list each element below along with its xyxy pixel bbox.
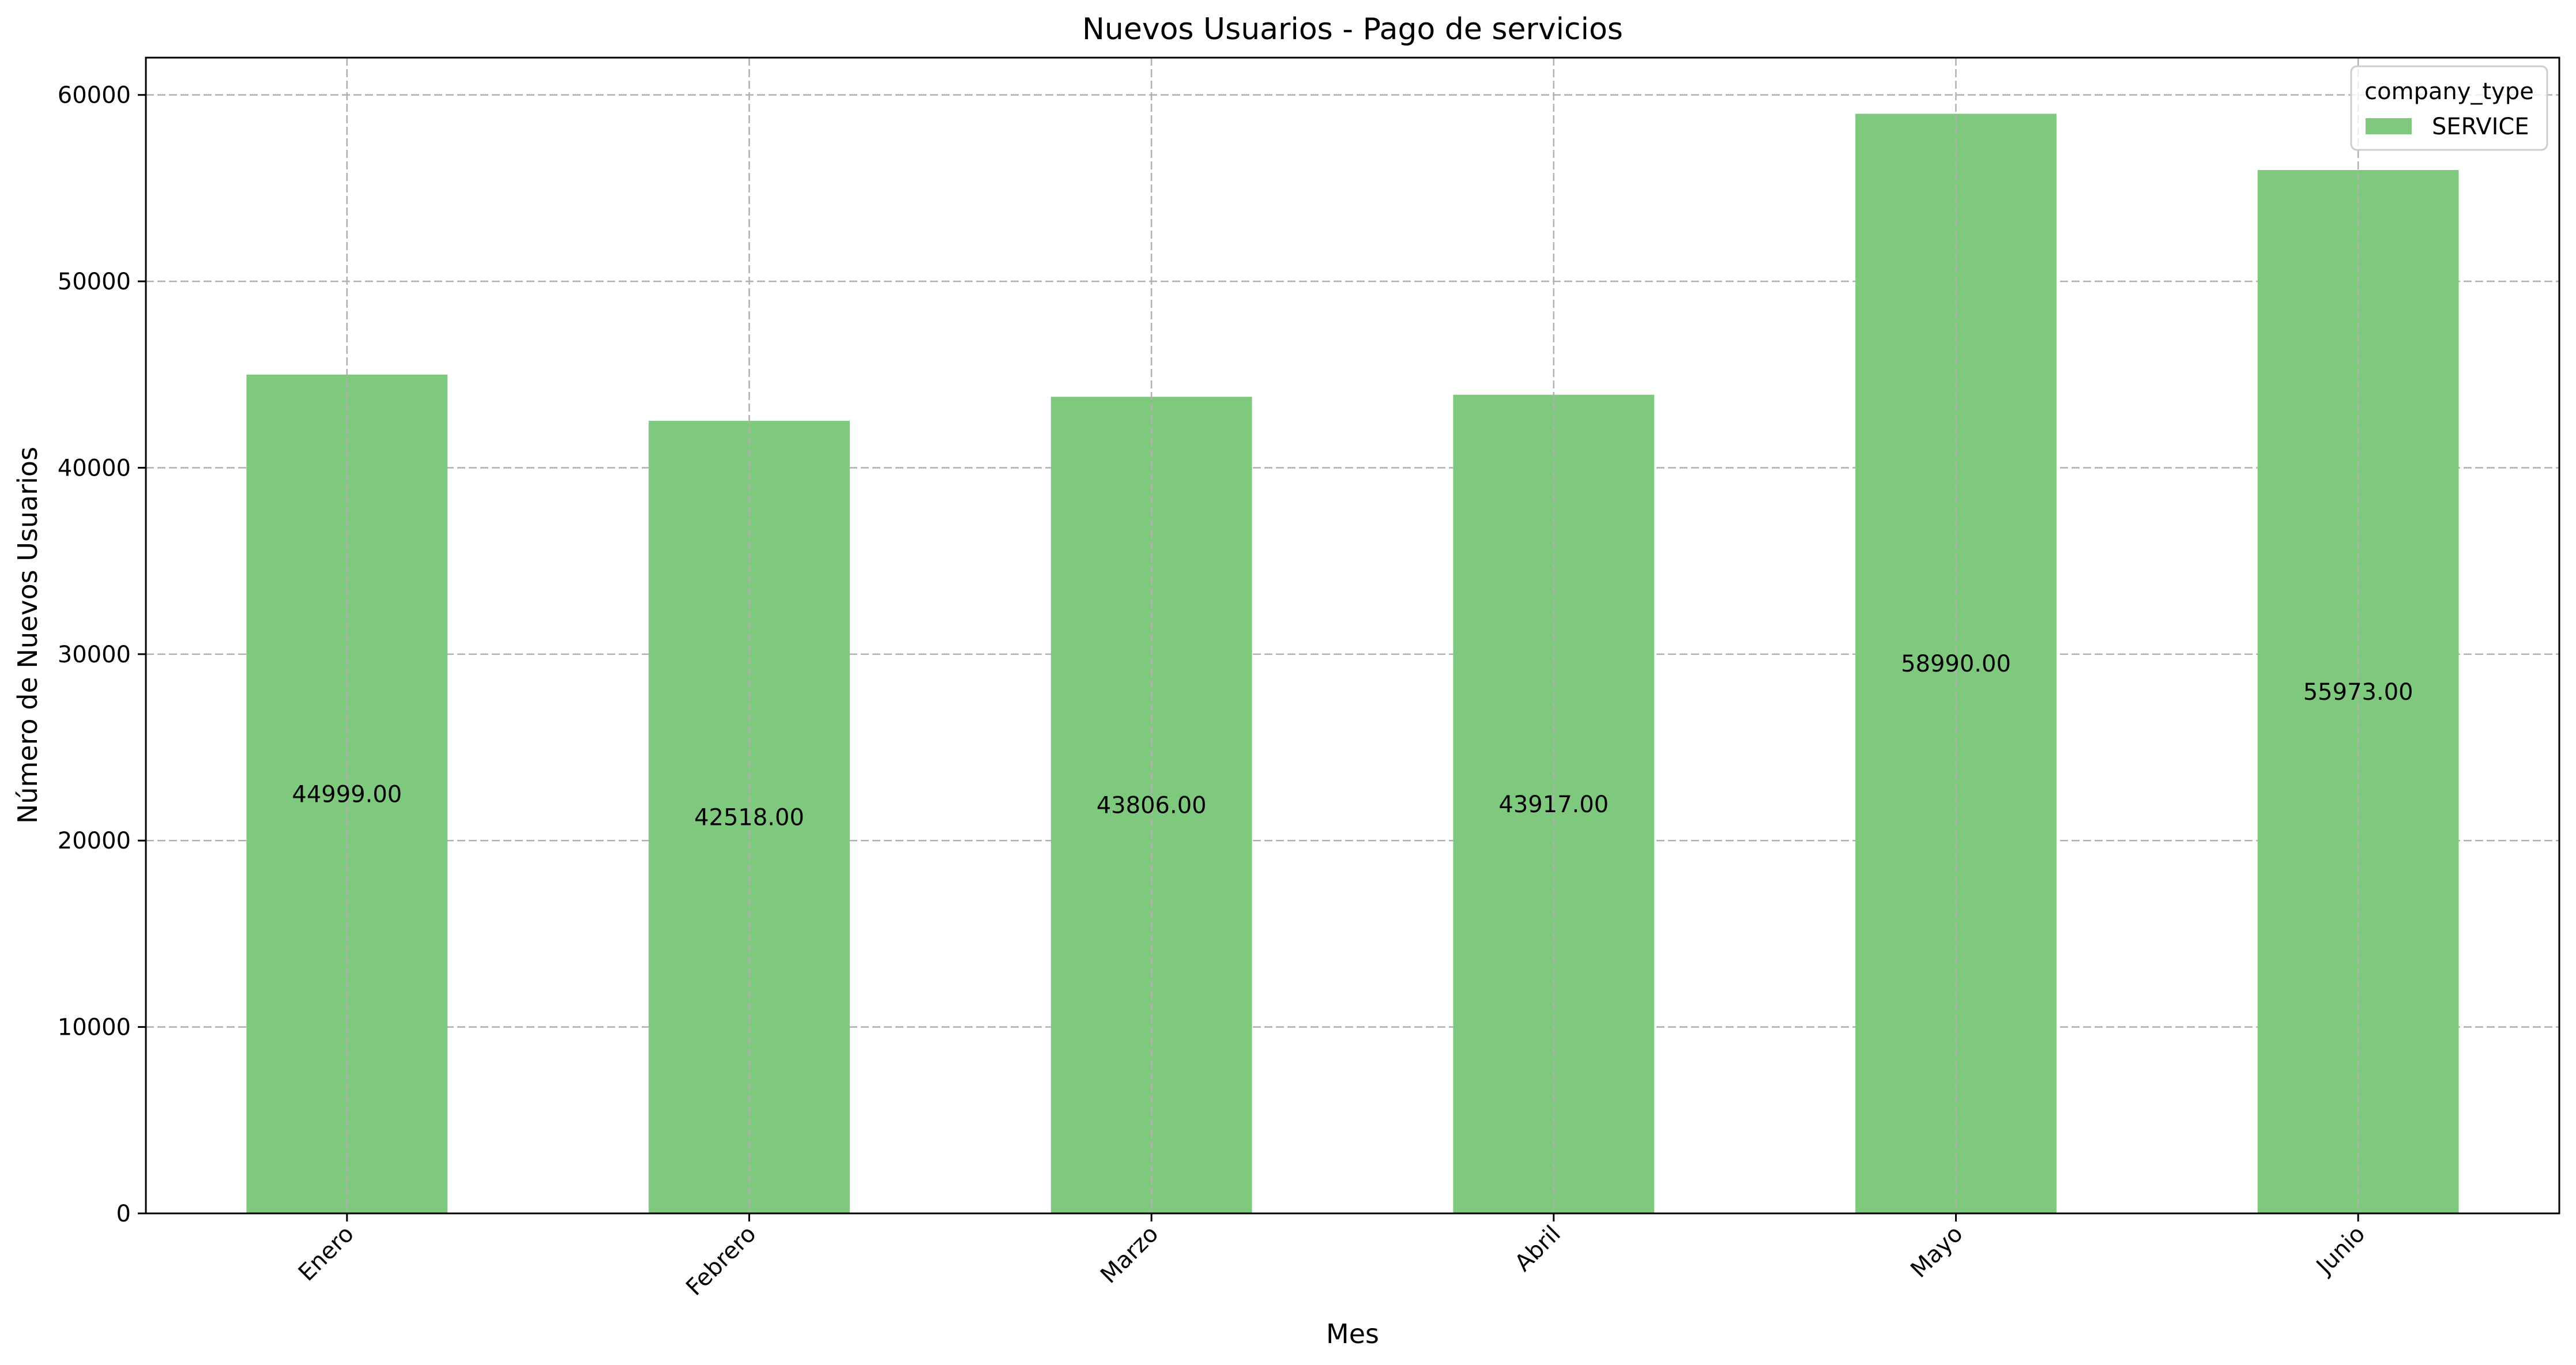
y-tick-label: 10000	[58, 1015, 131, 1041]
y-axis-title: Número de Nuevos Usuarios	[12, 447, 43, 824]
plot-frame	[145, 56, 2560, 1215]
bar-value-labels: 44999.00 42518.00 43806.00 43917.00 58990.00…	[292, 651, 2413, 831]
bar-value-label: 55973.00	[2303, 679, 2413, 706]
bar-value-label: 44999.00	[292, 781, 402, 808]
legend-label-service: SERVICE	[2432, 114, 2529, 140]
bar-value-label: 58990.00	[1901, 651, 2011, 677]
bar-febrero	[649, 421, 850, 1214]
legend-swatch-service	[2366, 118, 2412, 134]
y-tick-label: 20000	[58, 828, 131, 854]
y-axis: 0 10000 20000 30000 40000 50000 60000	[58, 82, 146, 1227]
y-tick-label: 0	[116, 1201, 131, 1227]
y-tick-label: 40000	[58, 455, 131, 481]
legend-title: company_type	[2364, 78, 2534, 105]
bar-value-label: 43917.00	[1498, 791, 1609, 818]
chart-title: Nuevos Usuarios - Pago de servicios	[1082, 12, 1623, 47]
bar-value-label: 42518.00	[694, 805, 804, 831]
y-tick-label: 50000	[58, 269, 131, 295]
vertical-grid-lines	[346, 58, 2359, 1213]
bar-value-label: 43806.00	[1097, 793, 1207, 819]
x-axis-title: Mes	[1326, 1318, 1379, 1349]
y-tick-label: 30000	[58, 642, 131, 668]
legend: company_type SERVICE	[2350, 65, 2548, 151]
y-tick-label: 60000	[58, 82, 131, 109]
